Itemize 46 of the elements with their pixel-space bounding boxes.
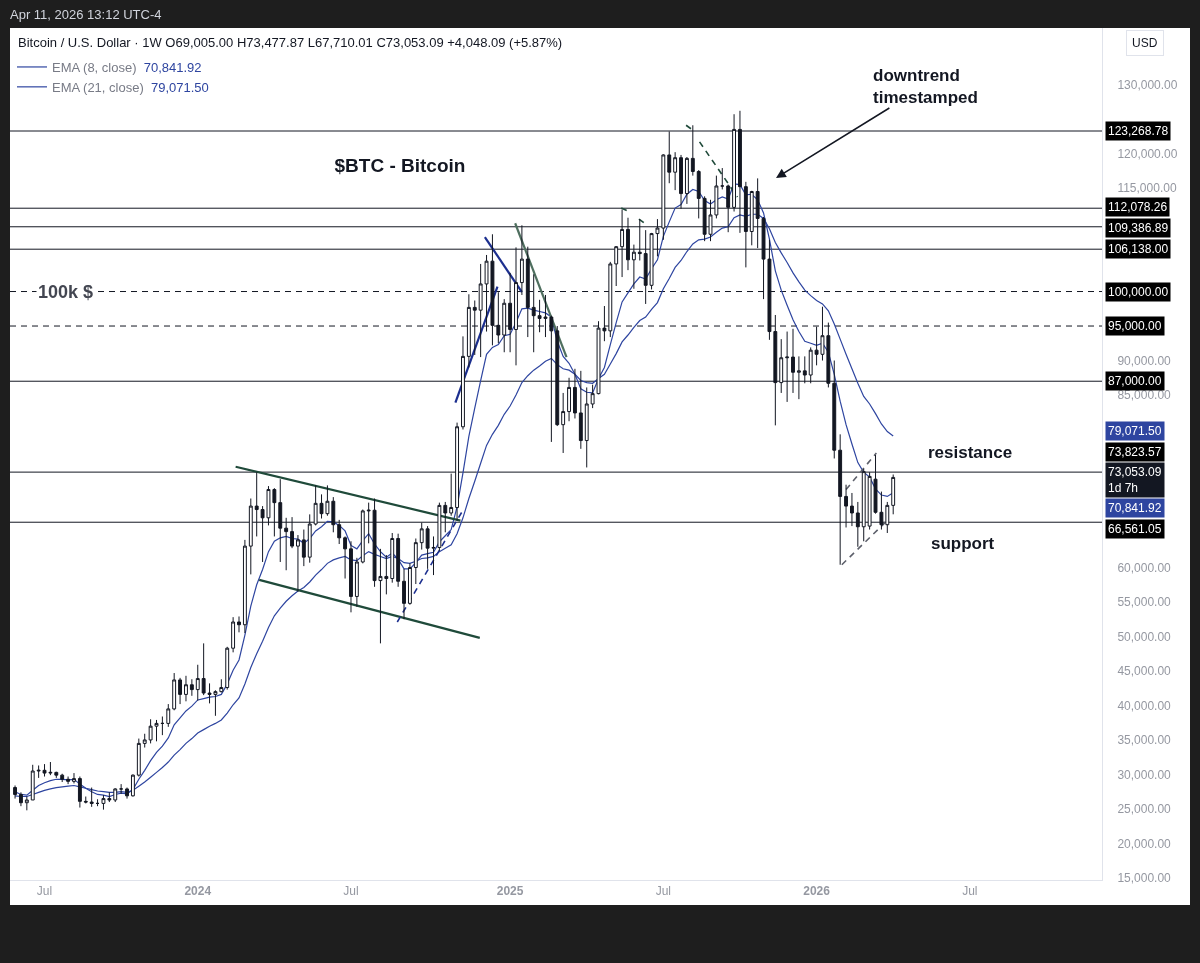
y-tick-label: 45,000.00	[1117, 664, 1172, 679]
x-tick-label: Jul	[36, 884, 53, 899]
ref-line-label: 66,561.05	[1108, 522, 1162, 536]
ref-line-label: 95,000.00	[1108, 319, 1162, 333]
annotation: resistance	[928, 443, 1013, 462]
y-tick-label: 130,000.00	[1117, 77, 1178, 92]
annotation: support	[931, 534, 995, 553]
y-tick-label: 35,000.00	[1117, 733, 1172, 748]
y-tick-label: 20,000.00	[1117, 836, 1172, 851]
text: 70,841.92	[1108, 501, 1162, 515]
y-axis-title: USD	[1132, 36, 1158, 50]
ref-line-label: 73,823.57	[1108, 445, 1162, 459]
x-tick-label: 2025	[496, 884, 524, 899]
annotation: 79,071.50	[150, 79, 209, 95]
legend-label: EMA (8, close)	[52, 60, 137, 76]
ref-line-label: 112,078.26	[1108, 200, 1168, 214]
text: Bitcoin / U.S. Dollar · 1W O69,005.00 H73,477.87 L67,710.01 C73,053.09 +4,048.09 (+5.87%)	[18, 35, 563, 50]
y-tick-label: 50,000.00	[1117, 629, 1172, 644]
ref-line-label: 123,268.78	[1108, 124, 1169, 138]
y-tick-label: 30,000.00	[1117, 767, 1172, 782]
y-tick-label: 40,000.00	[1117, 698, 1172, 713]
x-tick-label: Jul	[962, 884, 978, 899]
text: 73,053.09 1d 7h	[1108, 465, 1162, 495]
y-tick-label: 115,000.00	[1117, 181, 1177, 196]
ref-line-label: 100,000.00	[1108, 285, 1169, 299]
x-tick-label: 2024	[184, 884, 212, 899]
annotation: 70,841.92	[143, 60, 202, 76]
y-tick-label: 60,000.00	[1117, 560, 1172, 575]
x-tick-label: 2026	[803, 884, 831, 899]
ref-line-label: 106,138.00	[1108, 242, 1169, 256]
y-tick-label: 15,000.00	[1117, 871, 1172, 886]
y-tick-label: 25,000.00	[1117, 802, 1172, 817]
y-tick-label: 120,000.00	[1117, 146, 1178, 161]
x-tick-label: Jul	[343, 884, 359, 899]
legend-label: EMA (21, close)	[52, 79, 144, 95]
text: 79,071.50	[1108, 424, 1162, 438]
ref-line-label: 87,000.00	[1108, 374, 1162, 388]
annotation: 100k $	[38, 282, 94, 302]
ref-line-label: 109,386.89	[1108, 221, 1169, 235]
y-tick-label: 85,000.00	[1117, 388, 1172, 403]
y-tick-label: 55,000.00	[1117, 595, 1172, 610]
y-tick-label: 90,000.00	[1117, 353, 1172, 368]
annotation: downtrend timestamped	[873, 66, 978, 108]
text: $BTC - Bitcoin	[334, 154, 466, 176]
text: Apr 11, 2026 13:12 UTC-4	[10, 7, 162, 22]
x-tick-label: Jul	[655, 884, 672, 899]
